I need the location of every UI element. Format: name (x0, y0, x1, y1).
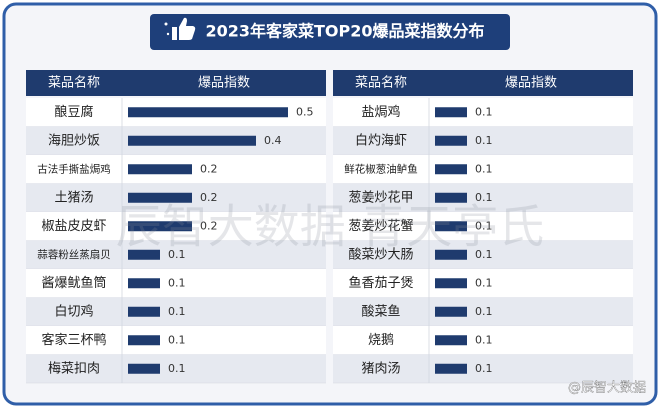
dish-name: 鲜花椒葱油鲈鱼 (344, 162, 418, 175)
bar (435, 135, 467, 146)
value-label: 0.1 (475, 333, 493, 346)
bar (128, 278, 160, 289)
value-label: 0.1 (168, 362, 186, 375)
value-label: 0.4 (264, 134, 282, 147)
dish-name: 客家三杯鸭 (41, 332, 106, 348)
bar (435, 278, 467, 289)
value-label: 0.1 (168, 248, 186, 261)
dish-name: 白灼海虾 (355, 132, 407, 148)
title: 2023年客家菜TOP20爆品菜指数分布 (205, 22, 484, 41)
table-row (26, 269, 326, 298)
value-label: 0.1 (168, 333, 186, 346)
table-row (26, 354, 326, 383)
bar (435, 335, 467, 346)
dish-name: 盐焗鸡 (361, 104, 400, 120)
value-label: 0.1 (168, 276, 186, 289)
dish-name: 鱼香茄子煲 (348, 275, 413, 291)
column-header: 爆品指数 (505, 76, 557, 91)
dish-name: 椒盐皮皮虾 (41, 219, 106, 234)
bar (128, 192, 192, 203)
dish-name: 海胆炒饭 (48, 133, 100, 148)
bar (435, 306, 467, 317)
value-label: 0.5 (296, 105, 314, 118)
dish-name: 酸菜鱼 (361, 303, 400, 319)
dish-name: 酿豆腐 (54, 104, 93, 120)
dish-name: 白切鸡 (54, 303, 93, 319)
value-label: 0.1 (475, 191, 493, 204)
table-row (333, 326, 633, 355)
dish-name: 烧鹅 (368, 332, 394, 348)
bar (128, 335, 160, 346)
value-label: 0.2 (200, 162, 218, 175)
dish-name: 古法手撕盐焗鸡 (37, 162, 111, 175)
source: @辰智大数据 (568, 381, 646, 396)
bar (435, 192, 467, 203)
table-row (333, 269, 633, 298)
title-banner (150, 14, 510, 50)
value-label: 0.1 (475, 248, 493, 261)
dish-name: 土猪汤 (54, 190, 93, 205)
bar (128, 363, 160, 374)
header-row (333, 70, 633, 96)
value-label: 0.1 (475, 162, 493, 175)
dish-name: 酱爆鱿鱼筒 (41, 275, 106, 291)
table-row (333, 98, 633, 127)
table-row (333, 155, 633, 184)
table-row (26, 240, 326, 269)
table-row (26, 297, 326, 326)
dish-name: 葱姜炒花甲 (348, 189, 413, 205)
dish-name: 猪肉汤 (361, 361, 400, 376)
value-label: 0.1 (475, 305, 493, 318)
table-row (333, 183, 633, 212)
table-row (333, 126, 633, 155)
header-row (26, 70, 326, 96)
watermark: 辰智大数据 青天亭氏 (116, 200, 545, 254)
value-label: 0.1 (475, 105, 493, 118)
bar (435, 107, 467, 118)
table-row (333, 297, 633, 326)
bar (435, 221, 467, 232)
value-label: 0.1 (475, 276, 493, 289)
value-label: 0.1 (475, 219, 493, 232)
bar (128, 135, 256, 146)
table-row (333, 354, 633, 383)
column-header: 菜品名称 (355, 75, 407, 91)
bar (128, 221, 192, 232)
bar (435, 249, 467, 260)
value-label: 0.1 (475, 362, 493, 375)
bar (435, 363, 467, 374)
bar (128, 306, 160, 317)
dish-name: 梅菜扣肉 (48, 361, 100, 376)
dish-name: 酸菜炒大肠 (348, 247, 413, 262)
value-label: 0.1 (168, 305, 186, 318)
table-row (333, 212, 633, 241)
dish-name: 蒜蓉粉丝蒸扇贝 (37, 248, 111, 261)
bar (128, 107, 288, 118)
thumbs-icon (164, 17, 196, 40)
bar (435, 164, 467, 175)
value-label: 0.2 (200, 219, 218, 232)
value-label: 0.1 (475, 134, 493, 147)
bar (128, 249, 160, 260)
column-header: 爆品指数 (198, 76, 250, 91)
table-row (333, 240, 633, 269)
column-header: 菜品名称 (48, 75, 100, 91)
value-label: 0.2 (200, 191, 218, 204)
bar (128, 164, 192, 175)
table-row (26, 326, 326, 355)
dish-name: 葱姜炒花蟹 (348, 218, 413, 234)
